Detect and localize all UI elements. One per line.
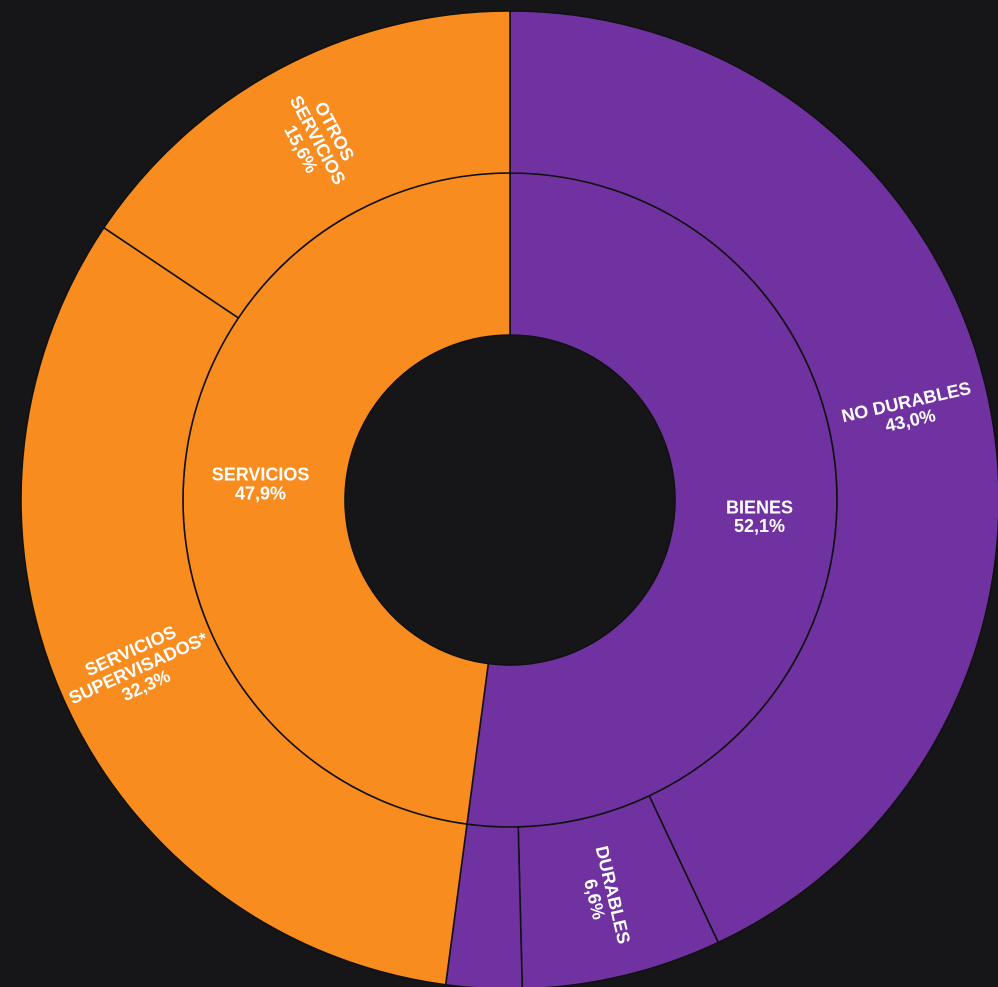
segment (509, 10, 998, 944)
category-label: BIENES (726, 497, 793, 517)
label-line: 52,1% (734, 516, 785, 536)
label-line: 47,9% (235, 483, 286, 503)
category-label: SERVICIOS (212, 464, 310, 484)
segment (102, 10, 511, 320)
segment (20, 226, 468, 986)
value-label: 47,9% (235, 483, 286, 503)
value-label: 52,1% (734, 516, 785, 536)
segment (517, 794, 720, 987)
label-line: BIENES (726, 497, 793, 517)
label-line: SERVICIOS (212, 464, 310, 484)
